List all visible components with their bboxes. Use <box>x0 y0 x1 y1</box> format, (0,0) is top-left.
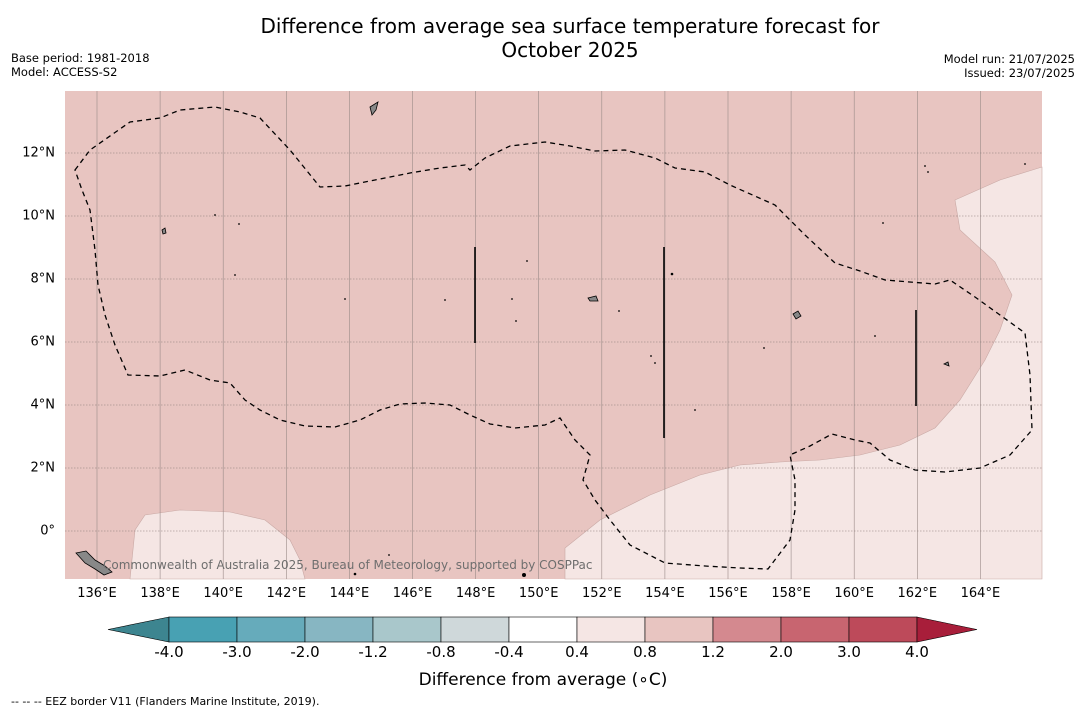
islet <box>444 299 446 301</box>
issued-date: Issued: 23/07/2025 <box>964 66 1075 80</box>
map-title: Difference from average sea surface temp… <box>0 14 1085 62</box>
y-tick-label: 2°N <box>30 460 56 476</box>
islet <box>1024 163 1026 165</box>
colorbar-tick: 0.4 <box>565 643 589 661</box>
x-tick-label: 138°E <box>140 586 180 601</box>
x-tick-label: 162°E <box>897 586 938 601</box>
colorbar-tick: 4.0 <box>905 643 929 661</box>
colorbar-segment <box>440 616 510 643</box>
islet <box>526 260 528 262</box>
map-plot <box>65 91 1043 580</box>
title-line-2: October 2025 <box>501 38 639 62</box>
islet <box>388 554 390 556</box>
model-name: Model: ACCESS-S2 <box>11 65 118 79</box>
islet <box>650 355 652 357</box>
colorbar-tick: -3.0 <box>222 643 252 661</box>
x-tick-label: 164°E <box>960 586 1001 601</box>
islet <box>511 298 513 300</box>
colorbar-segment <box>168 616 238 643</box>
x-tick-label: 156°E <box>708 586 748 601</box>
colorbar-tick: -4.0 <box>154 643 184 661</box>
islands <box>75 101 950 576</box>
islet <box>924 165 926 167</box>
x-tick-label: 150°E <box>518 586 559 601</box>
x-tick-label: 140°E <box>203 586 243 601</box>
x-tick-label: 158°E <box>771 586 811 601</box>
colorbar-segment <box>712 616 782 643</box>
colorbar-tick: 1.2 <box>701 643 725 661</box>
islet <box>344 298 346 300</box>
island-chuuk <box>587 295 599 302</box>
islet <box>694 409 696 411</box>
colorbar-segment <box>576 616 646 643</box>
x-tick-label: 152°E <box>582 586 622 601</box>
island-new-guinea-coast <box>75 550 113 576</box>
colorbar-tick: -1.2 <box>358 643 388 661</box>
colorbar-tick: 2.0 <box>769 643 793 661</box>
title-line-1: Difference from average sea surface temp… <box>260 14 880 38</box>
colorbar <box>107 616 978 643</box>
island-kosrae <box>943 361 950 367</box>
y-tick-label: 4°N <box>30 397 56 413</box>
y-tick-label: 8°N <box>30 271 56 287</box>
copyright-notice: Commonwealth of Australia 2025, Bureau o… <box>103 558 593 572</box>
islet <box>763 347 765 349</box>
gridlines <box>65 91 1042 579</box>
colorbar-segment <box>236 616 306 643</box>
islet <box>874 335 876 337</box>
islet <box>882 222 884 224</box>
colorbar-segment <box>644 616 714 643</box>
island-guam <box>369 101 379 116</box>
islet <box>927 171 929 173</box>
colorbar-title: Difference from average (∘C) <box>418 670 668 690</box>
islet <box>618 310 620 312</box>
x-tick-label: 154°E <box>645 586 685 601</box>
islet <box>522 573 526 577</box>
x-tick-label: 142°E <box>266 586 307 601</box>
colorbar-tick: -0.8 <box>426 643 456 661</box>
x-tick-label: 144°E <box>329 586 370 601</box>
islet <box>214 214 216 216</box>
x-tick-label: 148°E <box>455 586 496 601</box>
colorbar-segment <box>508 616 578 643</box>
islet <box>515 320 517 322</box>
run-info: Model run: 21/07/2025 Issued: 23/07/2025 <box>944 52 1075 80</box>
y-tick-label: 10°N <box>22 208 55 224</box>
colorbar-tick: 3.0 <box>837 643 861 661</box>
colorbar-segment <box>848 616 918 643</box>
eez-border <box>74 106 1033 570</box>
islet <box>238 223 240 225</box>
anomaly-field-light-east <box>564 166 1043 580</box>
islet <box>670 272 674 276</box>
colorbar-segment <box>780 616 850 643</box>
colorbar-under-arrow <box>107 616 170 643</box>
x-tick-label: 160°E <box>834 586 874 601</box>
x-tick-label: 146°E <box>392 586 433 601</box>
model-info: Base period: 1981-2018 Model: ACCESS-S2 <box>11 51 150 79</box>
y-tick-label: 6°N <box>30 334 56 350</box>
islet <box>353 572 357 576</box>
base-period: Base period: 1981-2018 <box>11 51 150 65</box>
eez-legend-note: -- -- -- EEZ border V11 (Flanders Marine… <box>11 695 320 708</box>
colorbar-segment <box>372 616 442 643</box>
island-pohnpei <box>792 310 802 320</box>
colorbar-segment <box>304 616 374 643</box>
anomaly-field-light-southwest <box>129 509 306 580</box>
model-run-date: Model run: 21/07/2025 <box>943 52 1075 66</box>
y-tick-label: 12°N <box>22 145 55 161</box>
colorbar-tick: -2.0 <box>290 643 320 661</box>
x-tick-label: 136°E <box>77 586 117 601</box>
colorbar-tick: 0.8 <box>633 643 657 661</box>
island-ulithi <box>161 227 167 235</box>
islet <box>654 362 656 364</box>
islets <box>214 163 1026 577</box>
colorbar-over-arrow <box>916 616 978 643</box>
islet <box>234 274 236 276</box>
y-tick-label: 0° <box>40 523 55 539</box>
colorbar-tick: -0.4 <box>494 643 524 661</box>
